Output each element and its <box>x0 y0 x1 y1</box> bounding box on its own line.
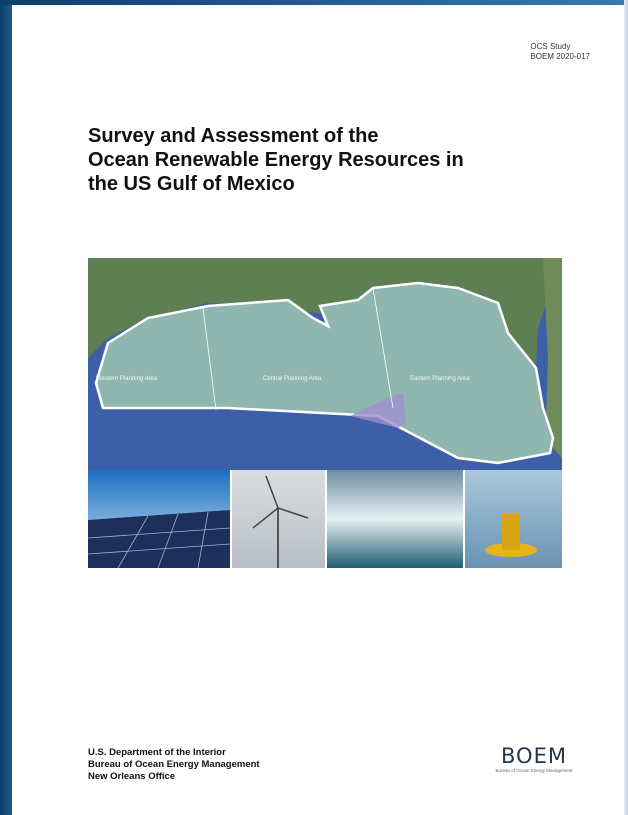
photo-strip <box>88 470 562 568</box>
title-line: the US Gulf of Mexico <box>88 172 464 196</box>
solar-panels <box>88 510 230 568</box>
top-edge <box>0 0 628 5</box>
agency-block: U.S. Department of the Interior Bureau o… <box>88 747 260 783</box>
title-line: Ocean Renewable Energy Resources in <box>88 148 464 172</box>
agency-line: U.S. Department of the Interior <box>88 747 260 759</box>
agency-line: New Orleans Office <box>88 771 260 783</box>
map-label: Central Planning Area <box>263 376 322 382</box>
wave-photo <box>327 470 463 568</box>
agency-line: Bureau of Ocean Energy Management <box>88 759 260 771</box>
title-line: Survey and Assessment of the <box>88 124 464 148</box>
left-edge <box>0 0 12 815</box>
right-edge <box>624 0 628 815</box>
logo-subtitle: Bureau of Ocean Energy Management <box>486 768 582 774</box>
map-label: Western Planning Area <box>96 376 158 382</box>
report-series: OCS Study BOEM 2020-017 <box>530 42 590 62</box>
cover-page: {"series": ["OCS Study", "BOEM 2020-017"… <box>0 0 628 815</box>
cover-image: Western Planning Area Central Planning A… <box>88 258 562 570</box>
buoy-mast <box>502 513 520 550</box>
report-title: Survey and Assessment of the Ocean Renew… <box>88 124 464 196</box>
series-line: BOEM 2020-017 <box>530 52 590 62</box>
map: Western Planning Area Central Planning A… <box>88 258 562 470</box>
logo-word: BOEM <box>486 744 582 768</box>
boem-logo: BOEM Bureau of Ocean Energy Management <box>486 744 582 774</box>
series-line: OCS Study <box>530 42 590 52</box>
map-label: Eastern Planning Area <box>410 376 470 382</box>
